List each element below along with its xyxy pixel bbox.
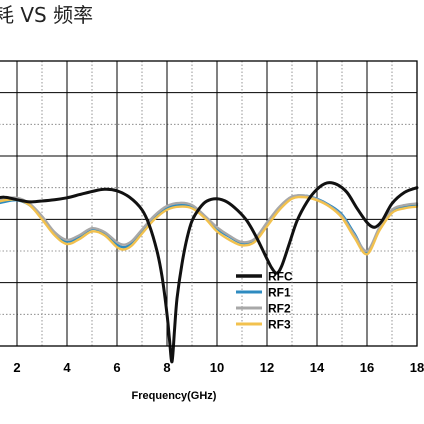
series-line-rfc: [0, 181, 419, 364]
plot-border: [0, 60, 418, 347]
x-tick-label: 6: [113, 360, 120, 375]
x-tick-label: 12: [260, 360, 274, 375]
x-tick-label: 4: [63, 360, 71, 375]
grid: [0, 61, 417, 346]
plot-frame: [0, 60, 418, 347]
x-tick-labels: 2 4 6 8 10 12 14 16 18: [13, 360, 424, 375]
legend-label-rf3: RF3: [268, 318, 291, 332]
x-tick-label: 10: [210, 360, 224, 375]
series-layer: [0, 181, 419, 364]
x-tick-label: 8: [163, 360, 170, 375]
legend: RFC RF1 RF2 RF3: [236, 270, 293, 332]
x-tick-label: 14: [310, 360, 325, 375]
x-tick-label: 2: [13, 360, 20, 375]
legend-label-rfc: RFC: [268, 270, 293, 284]
legend-label-rf1: RF1: [268, 286, 291, 300]
chart-title: 耗 VS 频率: [0, 3, 93, 27]
x-tick-label: 18: [410, 360, 424, 375]
legend-label-rf2: RF2: [268, 302, 291, 316]
x-tick-label: 16: [360, 360, 374, 375]
x-axis-title: Frequency(GHz): [132, 390, 217, 402]
